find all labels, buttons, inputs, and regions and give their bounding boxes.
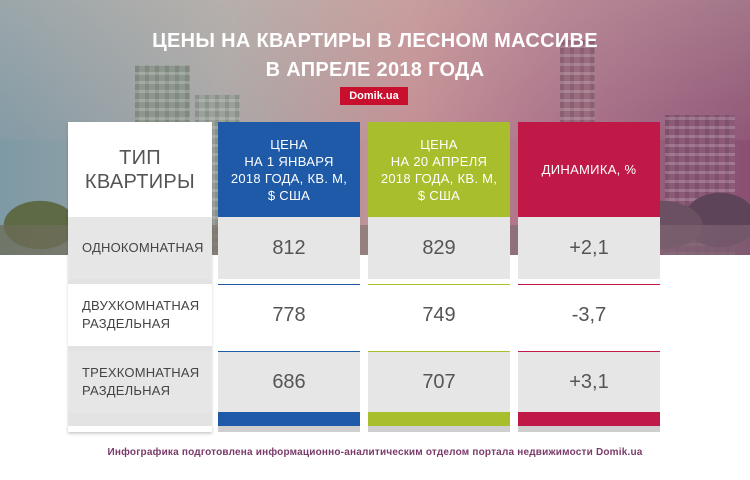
table-cell: +2,1	[518, 217, 660, 279]
header-text: КВАРТИРЫ	[84, 170, 196, 193]
header-text: $ США	[267, 187, 311, 203]
row-label: ТРЕХКОМНАТНАЯ РАЗДЕЛЬНАЯ	[68, 351, 212, 413]
cell-value: 829	[422, 236, 456, 259]
cell-value: +2,1	[569, 236, 609, 259]
cell-value: 686	[272, 371, 306, 393]
row-label-text: ДВУХКОМНАТНАЯ	[82, 298, 200, 313]
sky	[0, 0, 750, 140]
title-line-2: В АПРЕЛЕ 2018 ГОДА	[265, 59, 485, 81]
header-price-jan: ЦЕНА НА 1 ЯНВАРЯ 2018 ГОДА, КВ. М, $ США	[218, 122, 360, 217]
column-footer-bar	[218, 412, 360, 426]
cell-value: 812	[272, 236, 306, 259]
table-cell: 812	[218, 217, 360, 279]
column-footer-bar	[518, 412, 660, 426]
row-label-text: РАЗДЕЛЬНАЯ	[82, 383, 171, 398]
row-label-text: ОДНОКОМНАТНАЯ	[82, 240, 204, 255]
table-cell: 829	[368, 217, 510, 279]
table-cell: 749	[368, 284, 510, 346]
cell-value: -3,7	[571, 304, 607, 326]
cell-value: 707	[422, 371, 456, 393]
header-text: ЦЕНА	[270, 136, 308, 152]
header-dynamics: ДИНАМИКА, %	[518, 122, 660, 217]
column-price-apr: ЦЕНА НА 20 АПРЕЛЯ 2018 ГОДА, КВ. М, $ СШ…	[368, 122, 510, 432]
page-title: ЦЕНЫ НА КВАРТИРЫ В ЛЕСНОМ МАССИВЕ В АПРЕ…	[0, 27, 750, 85]
table-cell: 707	[368, 351, 510, 413]
header-text: ДИНАМИКА, %	[541, 162, 637, 177]
title-line-1: ЦЕНЫ НА КВАРТИРЫ В ЛЕСНОМ МАССИВЕ	[152, 30, 598, 52]
column-footer-bar	[368, 412, 510, 426]
logo: Domik.ua	[340, 87, 408, 105]
header-text: ТИП	[119, 146, 161, 169]
column-apartment-type: ТИП КВАРТИРЫ ОДНОКОМНАТНАЯ ДВУХКОМНАТНАЯ…	[68, 122, 212, 432]
header-text: 2018 ГОДА, КВ. М,	[230, 170, 348, 186]
cell-value: +3,1	[569, 371, 609, 393]
column-price-jan: ЦЕНА НА 1 ЯНВАРЯ 2018 ГОДА, КВ. М, $ США…	[218, 122, 360, 432]
header-text: НА 20 АПРЕЛЯ	[390, 153, 488, 169]
cell-value: 749	[422, 304, 456, 326]
table-cell: -3,7	[518, 284, 660, 346]
table-cell: 778	[218, 284, 360, 346]
header-text: $ США	[417, 187, 461, 203]
column-dynamics: ДИНАМИКА, % +2,1 -3,7 +3,1	[518, 122, 660, 432]
cell-value: 778	[272, 304, 306, 326]
header-price-apr: ЦЕНА НА 20 АПРЕЛЯ 2018 ГОДА, КВ. М, $ СШ…	[368, 122, 510, 217]
table-cell: +3,1	[518, 351, 660, 413]
row-label-text: ТРЕХКОМНАТНАЯ	[82, 365, 200, 380]
row-label: ДВУХКОМНАТНАЯ РАЗДЕЛЬНАЯ	[68, 284, 212, 346]
row-label: ОДНОКОМНАТНАЯ	[68, 217, 212, 279]
header-text: ЦЕНА	[420, 136, 458, 152]
header-apartment-type: ТИП КВАРТИРЫ	[68, 122, 212, 217]
row-label-text: РАЗДЕЛЬНАЯ	[82, 316, 171, 331]
header-text: НА 1 ЯНВАРЯ	[244, 153, 334, 169]
table-cell: 686	[218, 351, 360, 413]
footer-credit: Инфографика подготовлена информационно-а…	[107, 447, 643, 458]
header-text: 2018 ГОДА, КВ. М,	[380, 170, 498, 186]
